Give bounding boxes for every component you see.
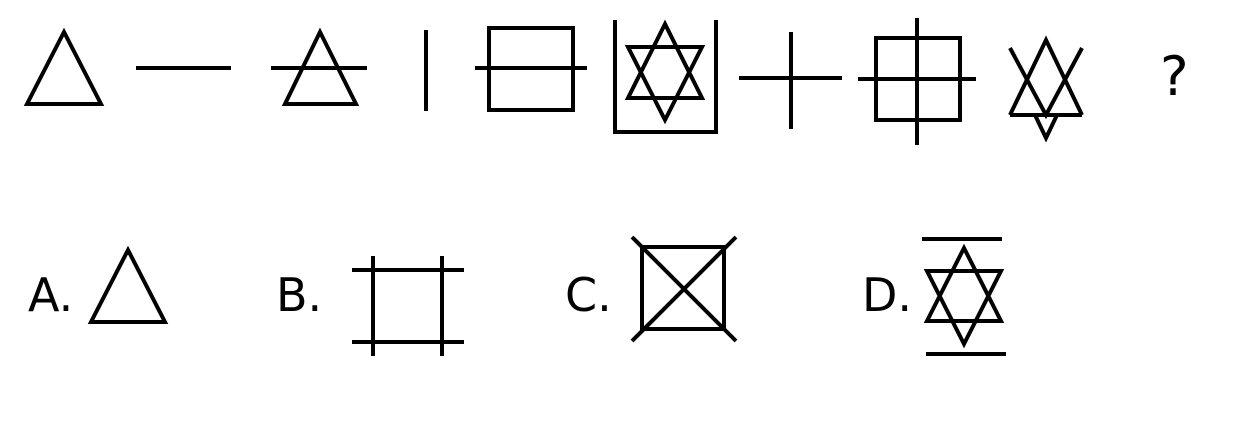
seq-9-hexagram-open: [1008, 35, 1084, 143]
option-b-hash-square: [352, 256, 464, 356]
question-mark: ?: [1160, 45, 1189, 108]
option-d-triangle-down: [923, 269, 1005, 349]
option-a-triangle: [87, 245, 169, 324]
seq-9-bottom-point: [1033, 114, 1059, 143]
option-c-diagonal-2: [630, 235, 738, 343]
seq-6-triangle-up: [624, 19, 706, 100]
seq-9-lower-strokes: [1008, 35, 1084, 116]
seq-8-square-with-plus: [858, 18, 976, 145]
seq-6-hexagram-in-box: [613, 19, 718, 134]
seq-6-open-box: [613, 20, 718, 134]
seq-5-square-with-line: [475, 26, 587, 112]
seq-3-triangle-with-line: [271, 27, 367, 106]
seq-7-plus: [739, 32, 842, 129]
option-d-label[interactable]: D.: [862, 268, 913, 322]
option-c-label[interactable]: C.: [565, 268, 612, 322]
seq-9-upper-strokes: [1008, 47, 1084, 120]
seq-1-triangle: [23, 27, 105, 106]
option-c-square: [640, 245, 726, 331]
option-d-hexagram-with-bars: [922, 237, 1006, 356]
option-b-label[interactable]: B.: [276, 268, 323, 322]
option-c-crossed-square: [630, 235, 738, 343]
option-d-triangle-up: [923, 243, 1005, 323]
option-a-label[interactable]: A.: [28, 268, 74, 322]
seq-6-triangle-down: [624, 45, 706, 125]
